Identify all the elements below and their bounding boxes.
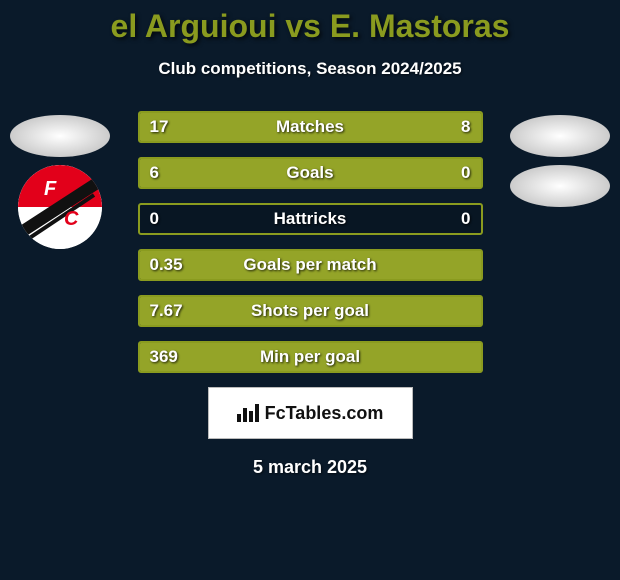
- vs-text: vs: [285, 8, 321, 44]
- left-badge-column: F C: [10, 115, 110, 249]
- stat-value-right: 0: [461, 163, 470, 183]
- date-text: 5 march 2025: [0, 457, 620, 478]
- svg-text:F: F: [44, 178, 57, 200]
- player1-name: el Arguioui: [111, 8, 277, 44]
- stat-label: Goals per match: [243, 255, 376, 275]
- stat-value-left: 0: [150, 209, 159, 229]
- stat-value-right: 8: [461, 117, 470, 137]
- stat-value-left: 17: [150, 117, 169, 137]
- stat-value-left: 7.67: [150, 301, 183, 321]
- page-title: el Arguioui vs E. Mastoras: [0, 0, 620, 45]
- svg-text:C: C: [64, 208, 79, 230]
- player2-name: E. Mastoras: [330, 8, 510, 44]
- stat-row: 6 Goals 0: [138, 157, 483, 189]
- stat-row: 369 Min per goal: [138, 341, 483, 373]
- stat-row: 7.67 Shots per goal: [138, 295, 483, 327]
- stat-value-left: 369: [150, 347, 178, 367]
- subtitle: Club competitions, Season 2024/2025: [0, 59, 620, 79]
- right-badge-column: [510, 115, 610, 215]
- stat-row: 0 Hattricks 0: [138, 203, 483, 235]
- stat-row: 17 Matches 8: [138, 111, 483, 143]
- stat-label: Goals: [286, 163, 333, 183]
- fctables-text: FcTables.com: [265, 403, 384, 424]
- stat-label: Min per goal: [260, 347, 360, 367]
- stat-label: Hattricks: [274, 209, 347, 229]
- player2-flag-ellipse: [510, 115, 610, 157]
- stat-label: Matches: [276, 117, 344, 137]
- stat-value-left: 6: [150, 163, 159, 183]
- player2-club-ellipse: [510, 165, 610, 207]
- stat-label: Shots per goal: [251, 301, 369, 321]
- fctables-branding: FcTables.com: [208, 387, 413, 439]
- player1-club-badge: F C: [18, 165, 102, 249]
- player1-flag-ellipse: [10, 115, 110, 157]
- stat-row: 0.35 Goals per match: [138, 249, 483, 281]
- stats-container: 17 Matches 8 6 Goals 0 0 Hattricks 0 0.35 Goals pe…: [138, 111, 483, 373]
- stat-value-right: 0: [461, 209, 470, 229]
- chart-icon: [237, 404, 259, 422]
- stat-value-left: 0.35: [150, 255, 183, 275]
